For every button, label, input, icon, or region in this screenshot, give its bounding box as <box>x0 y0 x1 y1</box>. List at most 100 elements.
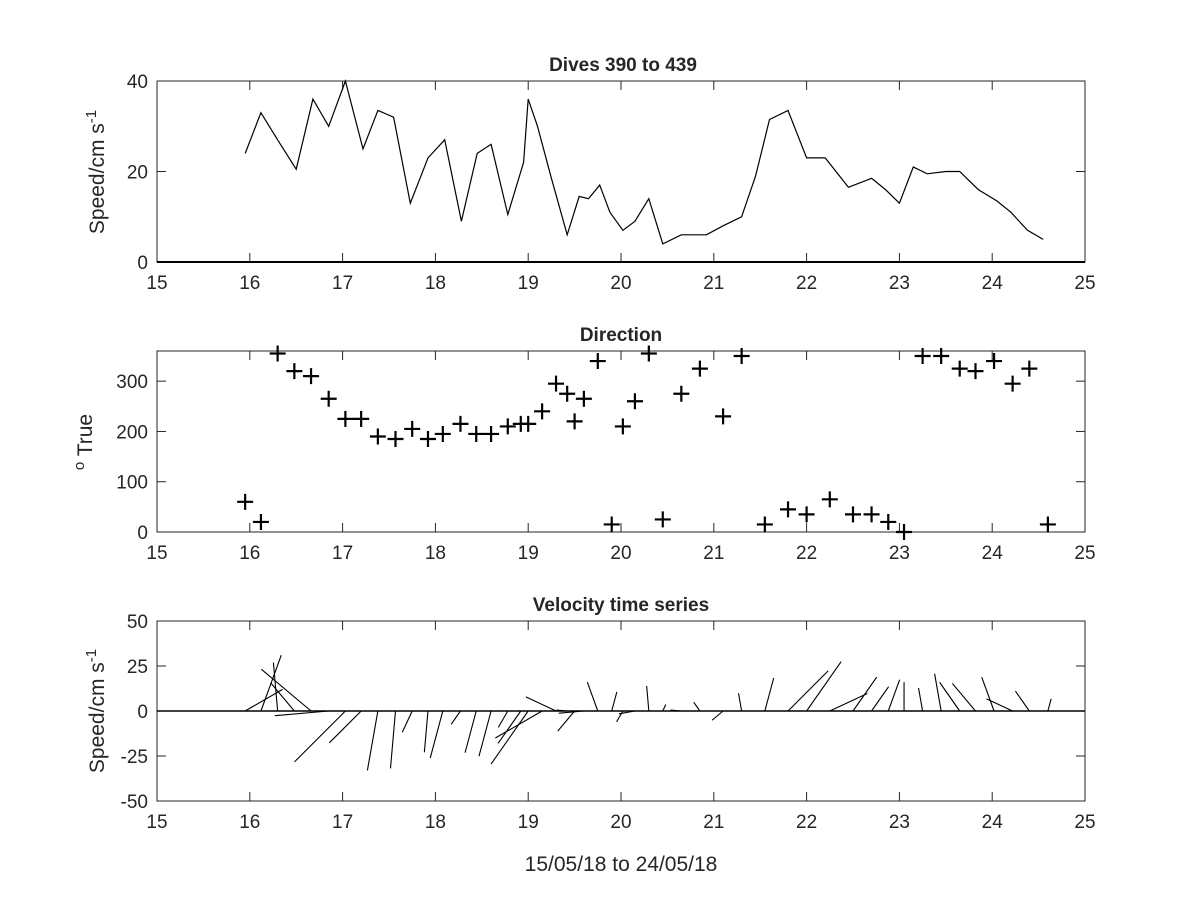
y-tick-label: -50 <box>121 792 148 813</box>
x-tick-label: 25 <box>1074 812 1095 833</box>
speed-line <box>244 78 1044 245</box>
direction-point <box>548 375 565 392</box>
velocity-stick <box>662 704 667 712</box>
velocity-stick <box>887 679 901 712</box>
velocity-stick <box>618 710 636 715</box>
direction-point <box>691 360 708 377</box>
x-tick-label: 22 <box>796 543 817 564</box>
x-tick-label: 24 <box>982 273 1004 294</box>
velocity-stick <box>270 682 295 712</box>
direction-point <box>237 493 254 510</box>
direction-point <box>369 428 386 445</box>
direction-point <box>434 425 451 442</box>
y-tick-label: 0 <box>137 253 148 274</box>
x-tick-label: 17 <box>332 812 353 833</box>
direction-point <box>1039 516 1056 533</box>
x-tick-label: 16 <box>239 273 260 294</box>
speed-panel: Dives 390 to 439 Speed/cm s-1 15 16 17 18 19… <box>83 55 1096 294</box>
velocity-stick <box>611 691 618 712</box>
x-tick-label: 19 <box>518 273 539 294</box>
velocity-stick <box>389 710 397 769</box>
x-tick-label: 15 <box>146 543 167 564</box>
direction-point <box>1004 375 1021 392</box>
velocity-stick <box>366 710 379 771</box>
velocity-stick <box>490 710 529 765</box>
x-tick-label: 17 <box>332 543 353 564</box>
x-tick-label: 24 <box>982 543 1004 564</box>
direction-point <box>614 418 631 435</box>
direction-point <box>468 425 485 442</box>
direction-point <box>914 348 931 365</box>
x-tick-label: 19 <box>518 543 539 564</box>
axes-frame <box>156 350 1086 533</box>
x-tick-label: 25 <box>1074 543 1095 564</box>
direction-point <box>967 363 984 380</box>
x-tick-label: 20 <box>610 543 631 564</box>
x-tick-label: 24 <box>982 812 1004 833</box>
direction-panel-title: Direction <box>580 325 662 346</box>
direction-point <box>419 430 436 447</box>
y-tick-label: 300 <box>116 372 148 393</box>
x-tick-label: 22 <box>796 812 817 833</box>
velocity-stick <box>806 661 842 712</box>
velocity-stick <box>586 682 599 712</box>
direction-point <box>654 511 671 528</box>
velocity-stick <box>951 683 976 712</box>
velocity-stick <box>852 676 878 712</box>
direction-panel-ylabel: o True <box>71 414 97 470</box>
x-tick-label: 21 <box>703 812 724 833</box>
direction-point <box>640 345 657 362</box>
direction-point <box>269 345 286 362</box>
x-tick-label: 23 <box>889 273 910 294</box>
y-tick-label: 100 <box>116 473 148 494</box>
direction-point <box>252 513 269 530</box>
velocity-stick <box>787 670 829 712</box>
direction-point <box>353 410 370 427</box>
direction-point <box>337 410 354 427</box>
direction-point <box>483 425 500 442</box>
x-tick-label: 23 <box>889 812 910 833</box>
velocity-stick <box>274 710 329 717</box>
velocity-stick <box>478 710 492 757</box>
velocity-panel: Velocity time series Speed/cm s-1 15/05/… <box>83 595 1096 876</box>
direction-point <box>404 420 421 437</box>
direction-point <box>286 363 303 380</box>
velocity-stick <box>670 709 682 712</box>
direction-point <box>780 501 797 518</box>
direction-point <box>499 418 516 435</box>
direction-point <box>733 348 750 365</box>
y-tick-label: 50 <box>127 612 148 633</box>
direction-point <box>452 415 469 432</box>
direction-point <box>387 430 404 447</box>
x-tick-label: 19 <box>518 812 539 833</box>
x-tick-label: 23 <box>889 543 910 564</box>
direction-point <box>951 360 968 377</box>
velocity-stick <box>1047 698 1052 712</box>
velocity-stick <box>294 710 346 763</box>
velocity-stick <box>497 710 509 728</box>
x-tick-label: 21 <box>703 543 724 564</box>
y-tick-label: 200 <box>116 422 148 443</box>
velocity-stick <box>272 662 279 712</box>
velocity-panel-xlabel: 15/05/18 to 24/05/18 <box>525 853 718 876</box>
velocity-stick <box>450 710 461 725</box>
direction-point <box>589 353 606 370</box>
direction-point <box>863 506 880 523</box>
direction-point <box>575 390 592 407</box>
velocity-stick <box>401 710 413 733</box>
direction-point <box>821 491 838 508</box>
x-tick-label: 25 <box>1074 273 1095 294</box>
x-tick-label: 20 <box>610 812 631 833</box>
velocity-stick <box>429 710 444 759</box>
x-tick-label: 18 <box>425 543 446 564</box>
x-tick-label: 16 <box>239 543 260 564</box>
velocity-stick <box>986 698 1013 712</box>
velocity-stick <box>423 710 429 753</box>
direction-point <box>303 368 320 385</box>
direction-panel: Direction o True 15 16 17 18 19 20 21 22 23 24 25 0… <box>71 325 1096 564</box>
velocity-stick <box>1014 690 1030 712</box>
velocity-stick <box>917 687 924 712</box>
y-tick-label: 25 <box>127 657 148 678</box>
direction-point <box>933 348 950 365</box>
